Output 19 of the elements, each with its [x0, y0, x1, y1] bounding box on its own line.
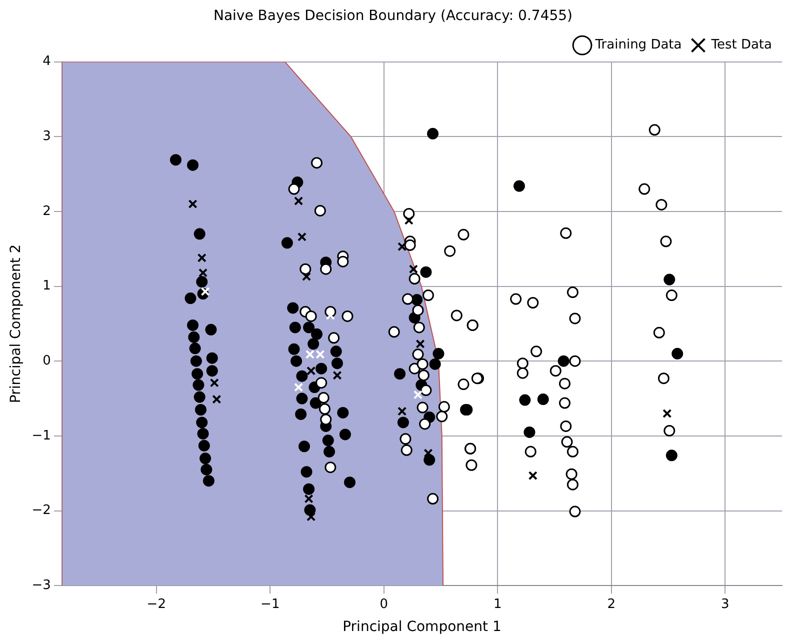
y-tick-label: 1: [42, 278, 51, 294]
y-tick-label: 0: [42, 353, 51, 368]
x-tick-label: 0: [380, 596, 388, 612]
y-tick-label: 3: [42, 129, 51, 144]
x-tick-label: 1: [493, 596, 502, 612]
y-tick-label: −3: [32, 578, 51, 593]
y-tick-label: −1: [32, 428, 51, 444]
legend-label: Test Data: [710, 38, 772, 53]
y-tick-label: 2: [42, 204, 51, 219]
y-tick-label: −2: [32, 503, 51, 518]
x-axis-title: Principal Component 1: [342, 619, 502, 636]
x-tick-label: 3: [720, 596, 730, 612]
x-tick-label: −1: [260, 596, 280, 612]
y-tick-label: 4: [42, 54, 51, 70]
y-axis-title: Principal Component 2: [8, 244, 24, 404]
x-tick-label: 2: [607, 596, 616, 612]
chart-title: Naive Bayes Decision Boundary (Accuracy: 0.7455): [213, 8, 573, 24]
x-tick-label: −2: [146, 596, 166, 612]
legend-label: Training Data: [594, 38, 682, 53]
